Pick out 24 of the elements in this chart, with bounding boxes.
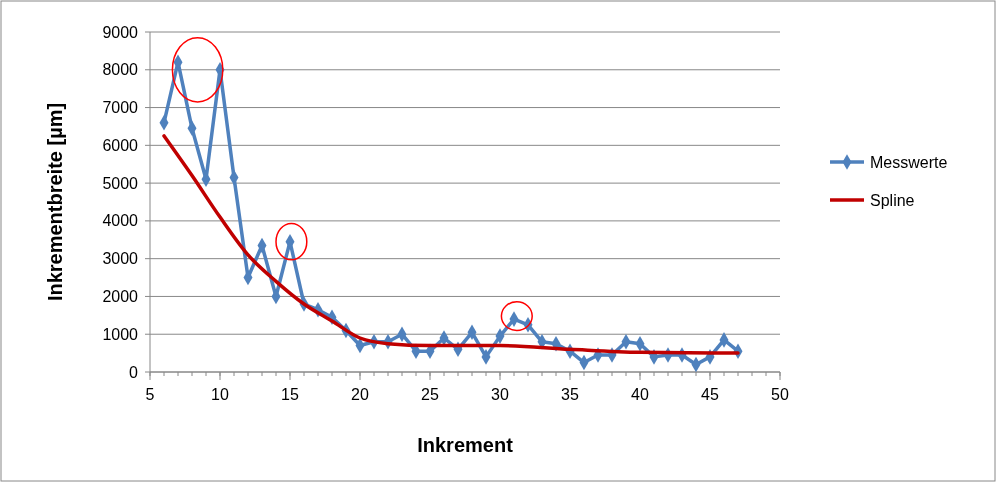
y-tick-label: 0 <box>129 363 139 381</box>
y-axis-title: Inkrementbreite [µm] <box>44 102 66 302</box>
legend-label: Spline <box>870 191 915 209</box>
y-tick-label: 6000 <box>102 136 139 154</box>
x-tick-label: 20 <box>351 386 369 403</box>
x-tick-label: 35 <box>561 386 579 403</box>
x-axis-title: Inkrement <box>417 434 514 456</box>
y-tick-label: 3000 <box>102 250 139 268</box>
x-tick-label: 50 <box>771 386 789 403</box>
x-tick-label: 30 <box>491 386 509 403</box>
x-tick-label: 15 <box>281 386 299 403</box>
y-tick-label: 9000 <box>102 23 139 41</box>
x-tick-label: 25 <box>421 386 439 403</box>
y-tick-label: 8000 <box>102 61 139 79</box>
y-tick-label: 1000 <box>102 325 139 343</box>
x-tick-label: 45 <box>701 386 719 403</box>
x-tick-label: 40 <box>631 386 649 403</box>
y-tick-label: 2000 <box>102 288 139 306</box>
y-tick-label: 7000 <box>102 99 139 117</box>
y-tick-label: 4000 <box>102 212 139 230</box>
x-tick-label: 10 <box>211 386 229 403</box>
y-tick-label: 5000 <box>102 174 139 192</box>
legend-label: Messwerte <box>870 153 948 171</box>
x-tick-label: 5 <box>145 386 155 403</box>
